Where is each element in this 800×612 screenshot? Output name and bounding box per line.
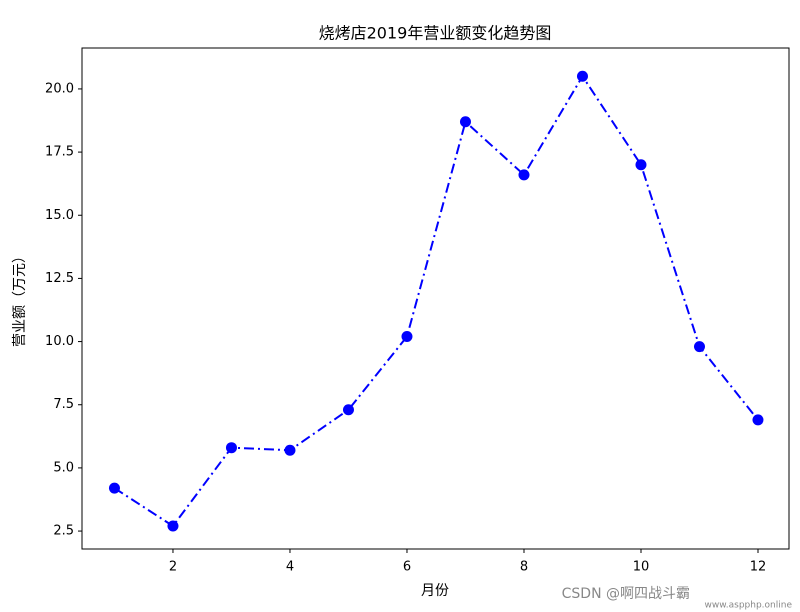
y-axis-label: 营业额（万元）	[12, 249, 28, 347]
chart-title: 烧烤店2019年营业额变化趋势图	[319, 24, 552, 43]
data-point	[576, 70, 588, 82]
data-point	[284, 444, 296, 456]
data-point	[518, 169, 530, 181]
x-tick-label: 12	[750, 560, 767, 575]
data-point	[108, 482, 120, 494]
data-point	[167, 520, 179, 532]
plot-frame	[81, 47, 790, 550]
data-point	[752, 414, 764, 426]
data-point	[459, 116, 471, 128]
x-axis-label: 月份	[421, 583, 449, 599]
data-point	[635, 159, 647, 171]
y-tick-label: 7.5	[53, 397, 74, 412]
watermark: CSDN @啊四战斗霸	[562, 586, 690, 602]
x-tick-label: 8	[520, 560, 528, 575]
watermark-url: www.aspphp.online	[705, 601, 793, 611]
x-tick-label: 2	[169, 560, 177, 575]
y-tick-label: 2.5	[53, 524, 74, 539]
data-point	[342, 404, 354, 416]
data-point	[225, 442, 237, 454]
y-tick-label: 15.0	[45, 208, 74, 223]
y-tick-label: 5.0	[53, 460, 74, 475]
y-tick-label: 12.5	[45, 271, 74, 286]
data-line	[113, 74, 759, 528]
data-point	[401, 331, 413, 343]
y-tick-label: 20.0	[45, 81, 74, 96]
x-tick-label: 10	[633, 560, 650, 575]
y-tick-label: 17.5	[45, 145, 74, 160]
y-tick-label: 10.0	[45, 334, 74, 349]
data-point	[693, 341, 705, 353]
x-tick-label: 4	[286, 560, 294, 575]
x-tick-label: 6	[403, 560, 411, 575]
